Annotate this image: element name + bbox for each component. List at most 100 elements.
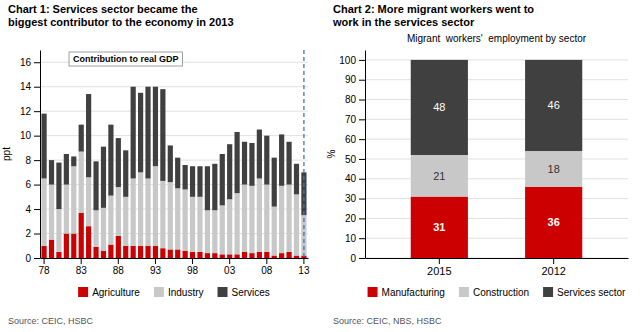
bar xyxy=(411,197,468,258)
y-tick: 100 xyxy=(339,55,365,66)
y-axis-line xyxy=(365,51,366,259)
y-axis: 0246810121416 xyxy=(20,51,41,264)
annotation-group: Contribution to real GDP xyxy=(69,52,183,66)
annotation: Contribution to real GDP xyxy=(73,54,179,64)
x-tick-label: 78 xyxy=(39,265,51,276)
bar xyxy=(190,252,195,258)
bar-series xyxy=(41,87,306,215)
y-tick: 20 xyxy=(345,213,365,224)
x-tick: 93 xyxy=(150,258,162,276)
bar xyxy=(131,246,136,258)
x-tick-label: 2012 xyxy=(541,265,565,277)
y-tick: 0 xyxy=(350,253,365,264)
bar xyxy=(525,151,582,187)
bar xyxy=(257,178,262,251)
bar xyxy=(286,252,291,258)
bar xyxy=(71,234,76,258)
bar xyxy=(175,188,180,249)
y-tick-mark xyxy=(34,160,40,161)
bar xyxy=(235,254,240,258)
y-tick: 40 xyxy=(345,173,365,184)
legend-label: Services xyxy=(232,287,270,298)
y-tick-mark xyxy=(359,100,365,101)
bar xyxy=(220,205,225,254)
bar xyxy=(49,185,54,240)
y-tick: 2 xyxy=(25,228,40,239)
bar xyxy=(138,246,143,258)
reference-line xyxy=(303,50,304,258)
x-tick-mark xyxy=(553,258,554,264)
y-tick-mark xyxy=(34,258,40,259)
legend-label: Manufacturing xyxy=(382,287,445,298)
grid-line xyxy=(365,79,628,80)
bar xyxy=(264,252,269,258)
bar xyxy=(86,94,91,177)
bar xyxy=(116,236,121,258)
chart-canvas: 78838893980308130246810121416pptChart 1:… xyxy=(0,0,640,332)
legend-swatch xyxy=(78,287,88,297)
bar xyxy=(56,252,61,258)
y-tick-label: 12 xyxy=(20,106,32,117)
bar xyxy=(49,160,54,184)
bar xyxy=(49,240,54,258)
legend-label: Services sector xyxy=(557,287,626,298)
bar xyxy=(235,193,240,254)
x-axis: 2015 2012 xyxy=(366,258,629,277)
x-tick-label: 08 xyxy=(261,265,273,276)
grid-line xyxy=(365,59,628,60)
y-tick-mark xyxy=(359,80,365,81)
bar xyxy=(190,166,195,197)
y-tick: 4 xyxy=(25,204,40,215)
y-tick-label: 0 xyxy=(25,253,31,264)
plot-area xyxy=(411,60,583,258)
y-tick-mark xyxy=(359,199,365,200)
grid-line xyxy=(365,139,628,140)
x-tick-mark xyxy=(81,258,82,264)
bar xyxy=(160,248,165,258)
y-tick-label: 30 xyxy=(345,193,357,204)
legend-item: Services xyxy=(218,287,270,298)
bar xyxy=(227,199,232,254)
y-tick-mark xyxy=(34,234,40,235)
x-tick-label: 88 xyxy=(113,265,125,276)
chart-title: Chart 2: More migrant workers went towor… xyxy=(332,3,534,28)
bar xyxy=(272,207,277,256)
y-tick-label: 100 xyxy=(339,55,356,66)
bar xyxy=(56,163,61,209)
grid-line xyxy=(365,178,628,179)
bar xyxy=(160,89,165,181)
y-tick-mark xyxy=(359,218,365,219)
grid xyxy=(365,60,628,258)
x-tick: 2015 xyxy=(427,258,451,277)
x-tick-mark xyxy=(192,258,193,264)
y-tick: 30 xyxy=(345,193,365,204)
bar xyxy=(220,154,225,205)
bar xyxy=(168,182,173,249)
y-tick-mark xyxy=(359,119,365,120)
y-tick: 60 xyxy=(345,134,365,145)
bar xyxy=(79,125,84,152)
bar xyxy=(101,208,106,251)
x-tick: 2012 xyxy=(541,258,565,277)
bar xyxy=(86,177,91,226)
x-tick-mark xyxy=(303,258,304,264)
legend-swatch xyxy=(543,287,553,297)
bar xyxy=(242,185,247,252)
bar xyxy=(197,197,202,252)
y-axis-title: ppt xyxy=(1,147,12,161)
x-tick: 88 xyxy=(113,258,125,276)
y-tick-label: 10 xyxy=(20,130,32,141)
legend: ManufacturingConstructionServices sector xyxy=(368,287,627,298)
x-tick-mark xyxy=(266,258,267,264)
chart-panel: 78838893980308130246810121416pptChart 1:… xyxy=(1,3,310,326)
bar xyxy=(93,210,98,247)
y-tick-mark xyxy=(34,209,40,210)
bar xyxy=(205,210,210,253)
data-label: 21 xyxy=(433,170,445,182)
bar xyxy=(108,196,113,245)
legend-item: Industry xyxy=(154,287,204,298)
y-tick-label: 80 xyxy=(345,94,357,105)
bar xyxy=(249,186,254,253)
bar xyxy=(279,186,284,253)
y-tick-mark xyxy=(359,179,365,180)
